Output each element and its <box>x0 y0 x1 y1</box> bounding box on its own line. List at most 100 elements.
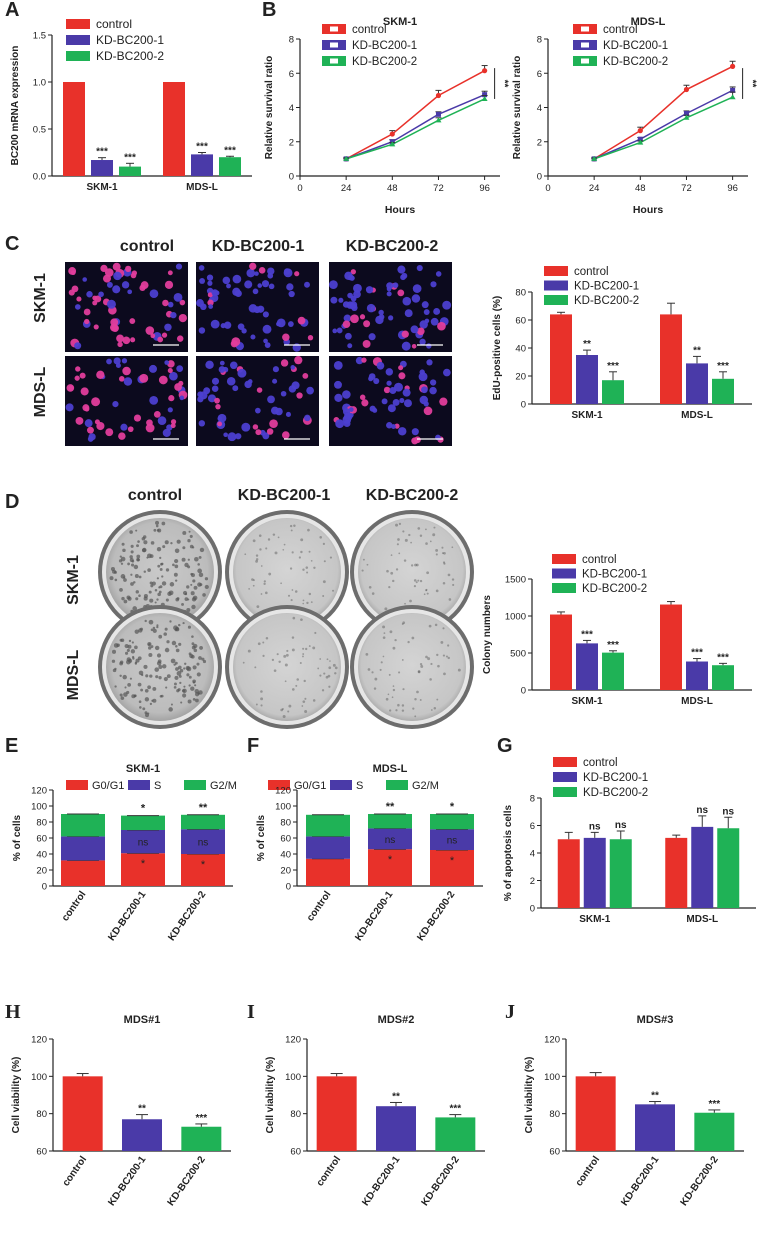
edu-positive-cell <box>96 370 105 379</box>
colony <box>149 674 153 678</box>
x-category-label: SKM-1 <box>86 182 118 193</box>
colony <box>142 707 146 711</box>
significance-label: *** <box>124 152 136 163</box>
legend-label-kd1: KD-BC200-1 <box>574 281 639 293</box>
colony <box>152 698 157 703</box>
colony <box>194 556 199 562</box>
colony <box>413 579 417 582</box>
stack-segment-2 <box>306 814 350 837</box>
x-category-label: KD-BC200-2 <box>420 1154 462 1208</box>
edu-positive-cell <box>167 360 175 368</box>
nucleus <box>378 309 384 316</box>
y-axis-label: Cell viability (%) <box>265 1057 276 1134</box>
nucleus <box>247 379 253 384</box>
colony <box>401 659 404 661</box>
legend-marker-bg <box>330 42 338 48</box>
row-header: MDS-L <box>32 366 49 417</box>
culture-dish <box>358 518 466 626</box>
data-point <box>730 63 736 69</box>
colony <box>430 709 433 711</box>
legend-swatch-kd2 <box>544 295 568 305</box>
colony <box>174 548 180 554</box>
colony <box>397 538 400 541</box>
edu-positive-cell <box>161 332 168 338</box>
legend-marker-bg <box>330 26 338 32</box>
colony <box>171 640 177 646</box>
nucleus <box>244 280 253 289</box>
y-axis-label: BC200 mRNA expression <box>10 46 21 166</box>
x-tick-label: 72 <box>681 183 692 194</box>
y-tick-label: 4 <box>289 103 294 114</box>
colony <box>119 555 122 558</box>
colony <box>260 565 263 567</box>
colony <box>417 579 420 582</box>
colony <box>325 675 329 679</box>
y-tick-label: 120 <box>285 1035 301 1046</box>
nucleus <box>218 366 226 373</box>
nucleus <box>206 274 214 281</box>
nucleus <box>276 318 286 328</box>
edu-positive-cell <box>215 403 221 410</box>
bar-a-0-1 <box>163 82 185 176</box>
colony <box>131 641 134 644</box>
colony <box>329 660 331 662</box>
culture-dish <box>233 613 341 721</box>
colony <box>290 599 293 602</box>
colony <box>300 618 303 622</box>
nucleus <box>106 299 116 309</box>
edu-positive-cell <box>249 262 257 270</box>
colony <box>160 562 163 566</box>
legend-swatch-kd1 <box>66 35 90 45</box>
edu-positive-cell <box>361 399 369 407</box>
legend-label-control: control <box>96 17 132 31</box>
nucleus <box>343 419 351 427</box>
colony <box>404 538 408 542</box>
significance-label: ** <box>499 80 510 88</box>
colony <box>179 681 182 685</box>
nucleus <box>304 414 311 422</box>
edu-positive-cell <box>109 323 119 332</box>
colony <box>242 661 245 664</box>
colony <box>260 697 264 701</box>
colony <box>300 550 303 554</box>
significance-label: ns <box>198 838 209 849</box>
y-tick-label: 120 <box>275 786 291 797</box>
significance-label: ns <box>696 805 708 816</box>
edu-positive-cell <box>71 285 79 293</box>
nucleus <box>416 264 423 272</box>
significance-label: ** <box>651 1091 659 1102</box>
colony <box>395 709 398 712</box>
panel-letter-b: B <box>262 0 276 21</box>
colony <box>319 674 322 677</box>
colony <box>300 538 304 542</box>
significance-label: *** <box>96 147 108 158</box>
edu-positive-cell <box>255 429 262 436</box>
nucleus <box>267 272 274 279</box>
edu-positive-cell <box>350 314 359 324</box>
colony <box>162 545 166 549</box>
colony <box>121 596 125 601</box>
colony <box>388 586 391 589</box>
colony <box>176 689 180 693</box>
colony <box>419 699 422 701</box>
bar-a-2-1 <box>219 157 241 176</box>
colony <box>288 704 292 708</box>
nucleus <box>113 271 122 281</box>
colony <box>137 540 140 543</box>
colony <box>143 540 148 545</box>
colony <box>419 534 423 538</box>
edu-positive-cell <box>117 341 123 348</box>
colony <box>408 533 411 537</box>
nucleus <box>250 334 256 340</box>
nucleus <box>430 379 437 386</box>
y-tick-label: 1.0 <box>33 78 46 89</box>
colony <box>157 564 161 568</box>
colony <box>150 541 155 545</box>
significance-label: ** <box>392 1091 400 1102</box>
colony <box>323 672 326 675</box>
colony <box>173 685 177 689</box>
column-header: control <box>128 487 182 504</box>
colony <box>158 634 163 639</box>
x-category-label: control <box>61 1154 90 1188</box>
y-tick-label: 120 <box>31 1035 47 1046</box>
